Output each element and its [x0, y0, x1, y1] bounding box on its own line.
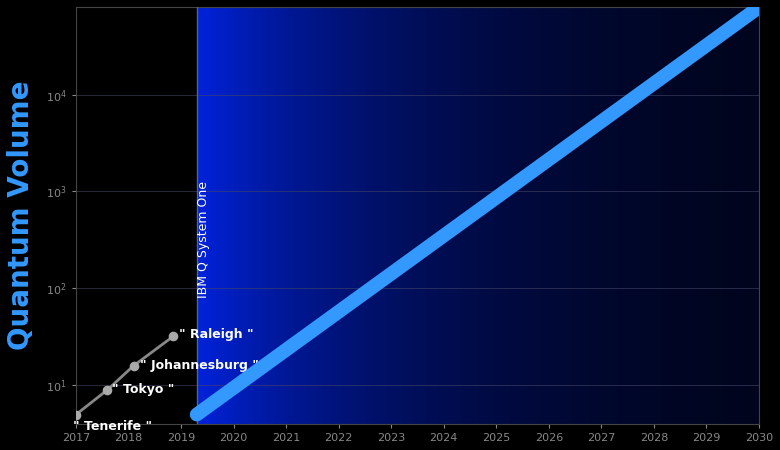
Text: " Tenerife ": " Tenerife " — [73, 420, 152, 433]
Y-axis label: Quantum Volume: Quantum Volume — [7, 81, 35, 350]
Point — [127, 362, 140, 369]
Point — [101, 386, 114, 393]
Point — [69, 411, 82, 418]
Text: " Tokyo ": " Tokyo " — [112, 383, 174, 396]
Text: IBM Q System One: IBM Q System One — [197, 181, 210, 298]
Text: " Johannesburg ": " Johannesburg " — [140, 359, 259, 372]
Bar — [76, 7, 197, 424]
Point — [167, 333, 179, 340]
Text: " Raleigh ": " Raleigh " — [179, 328, 254, 341]
